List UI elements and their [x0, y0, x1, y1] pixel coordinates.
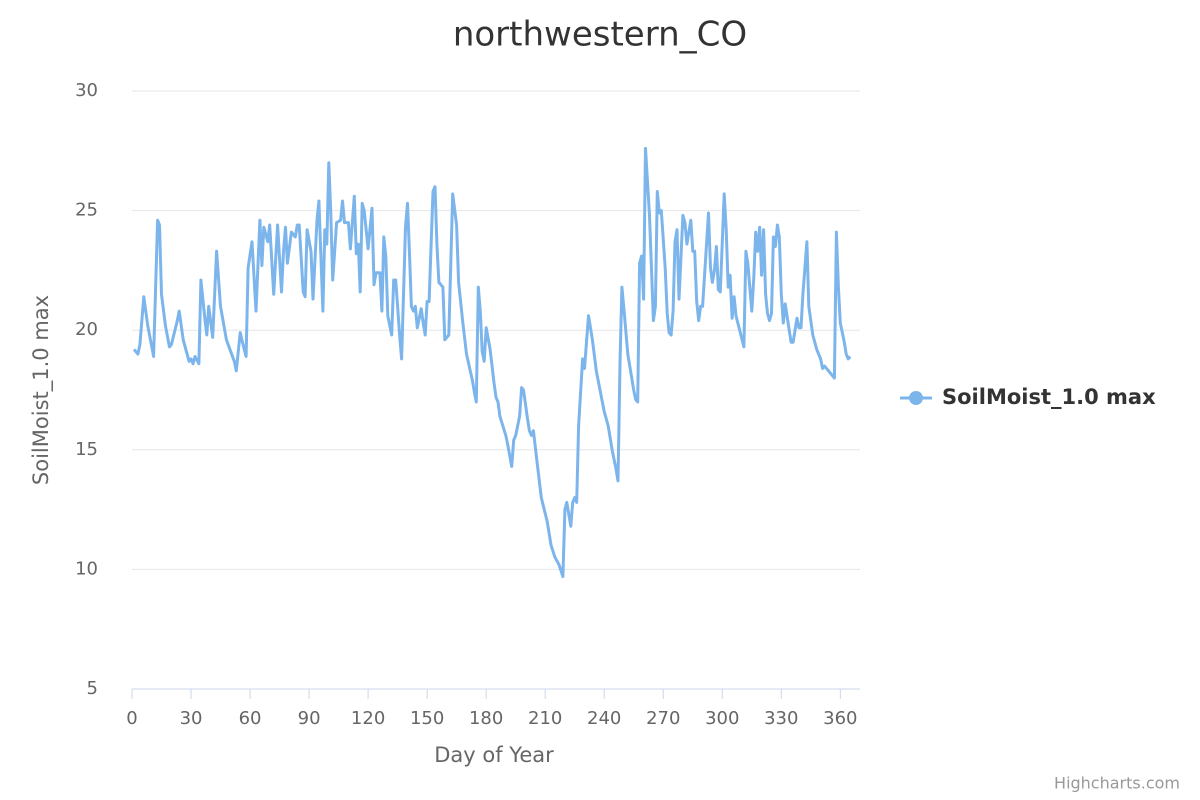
y-axis-label: SoilMoist_1.0 max — [29, 295, 54, 485]
credit[interactable]: Highcharts.com — [1054, 774, 1180, 793]
x-tick-label: 240 — [587, 708, 621, 729]
y-tick-label: 20 — [75, 319, 98, 340]
x-tick-label: 30 — [180, 708, 203, 729]
x-tick-label: 0 — [126, 708, 137, 729]
x-tick-label: 180 — [469, 708, 503, 729]
x-tick-label: 90 — [298, 708, 321, 729]
legend-label[interactable]: SoilMoist_1.0 max — [942, 385, 1156, 409]
x-tick-label: 210 — [528, 708, 562, 729]
x-tick-label: 330 — [764, 708, 798, 729]
series-line — [132, 146, 852, 579]
x-tick-label: 300 — [705, 708, 739, 729]
x-tick-label: 360 — [823, 708, 857, 729]
legend-symbol-marker — [909, 391, 923, 405]
y-tick-label: 15 — [75, 439, 98, 460]
x-tick-label: 270 — [646, 708, 680, 729]
y-tick-label: 10 — [75, 558, 98, 579]
x-axis-label: Day of Year — [434, 743, 554, 767]
y-tick-label: 30 — [75, 80, 98, 101]
chart-title: northwestern_CO — [453, 15, 747, 55]
x-tick-label: 120 — [351, 708, 385, 729]
y-tick-label: 25 — [75, 200, 98, 221]
x-tick-label: 60 — [239, 708, 262, 729]
y-tick-label: 5 — [87, 678, 98, 699]
x-tick-label: 150 — [410, 708, 444, 729]
